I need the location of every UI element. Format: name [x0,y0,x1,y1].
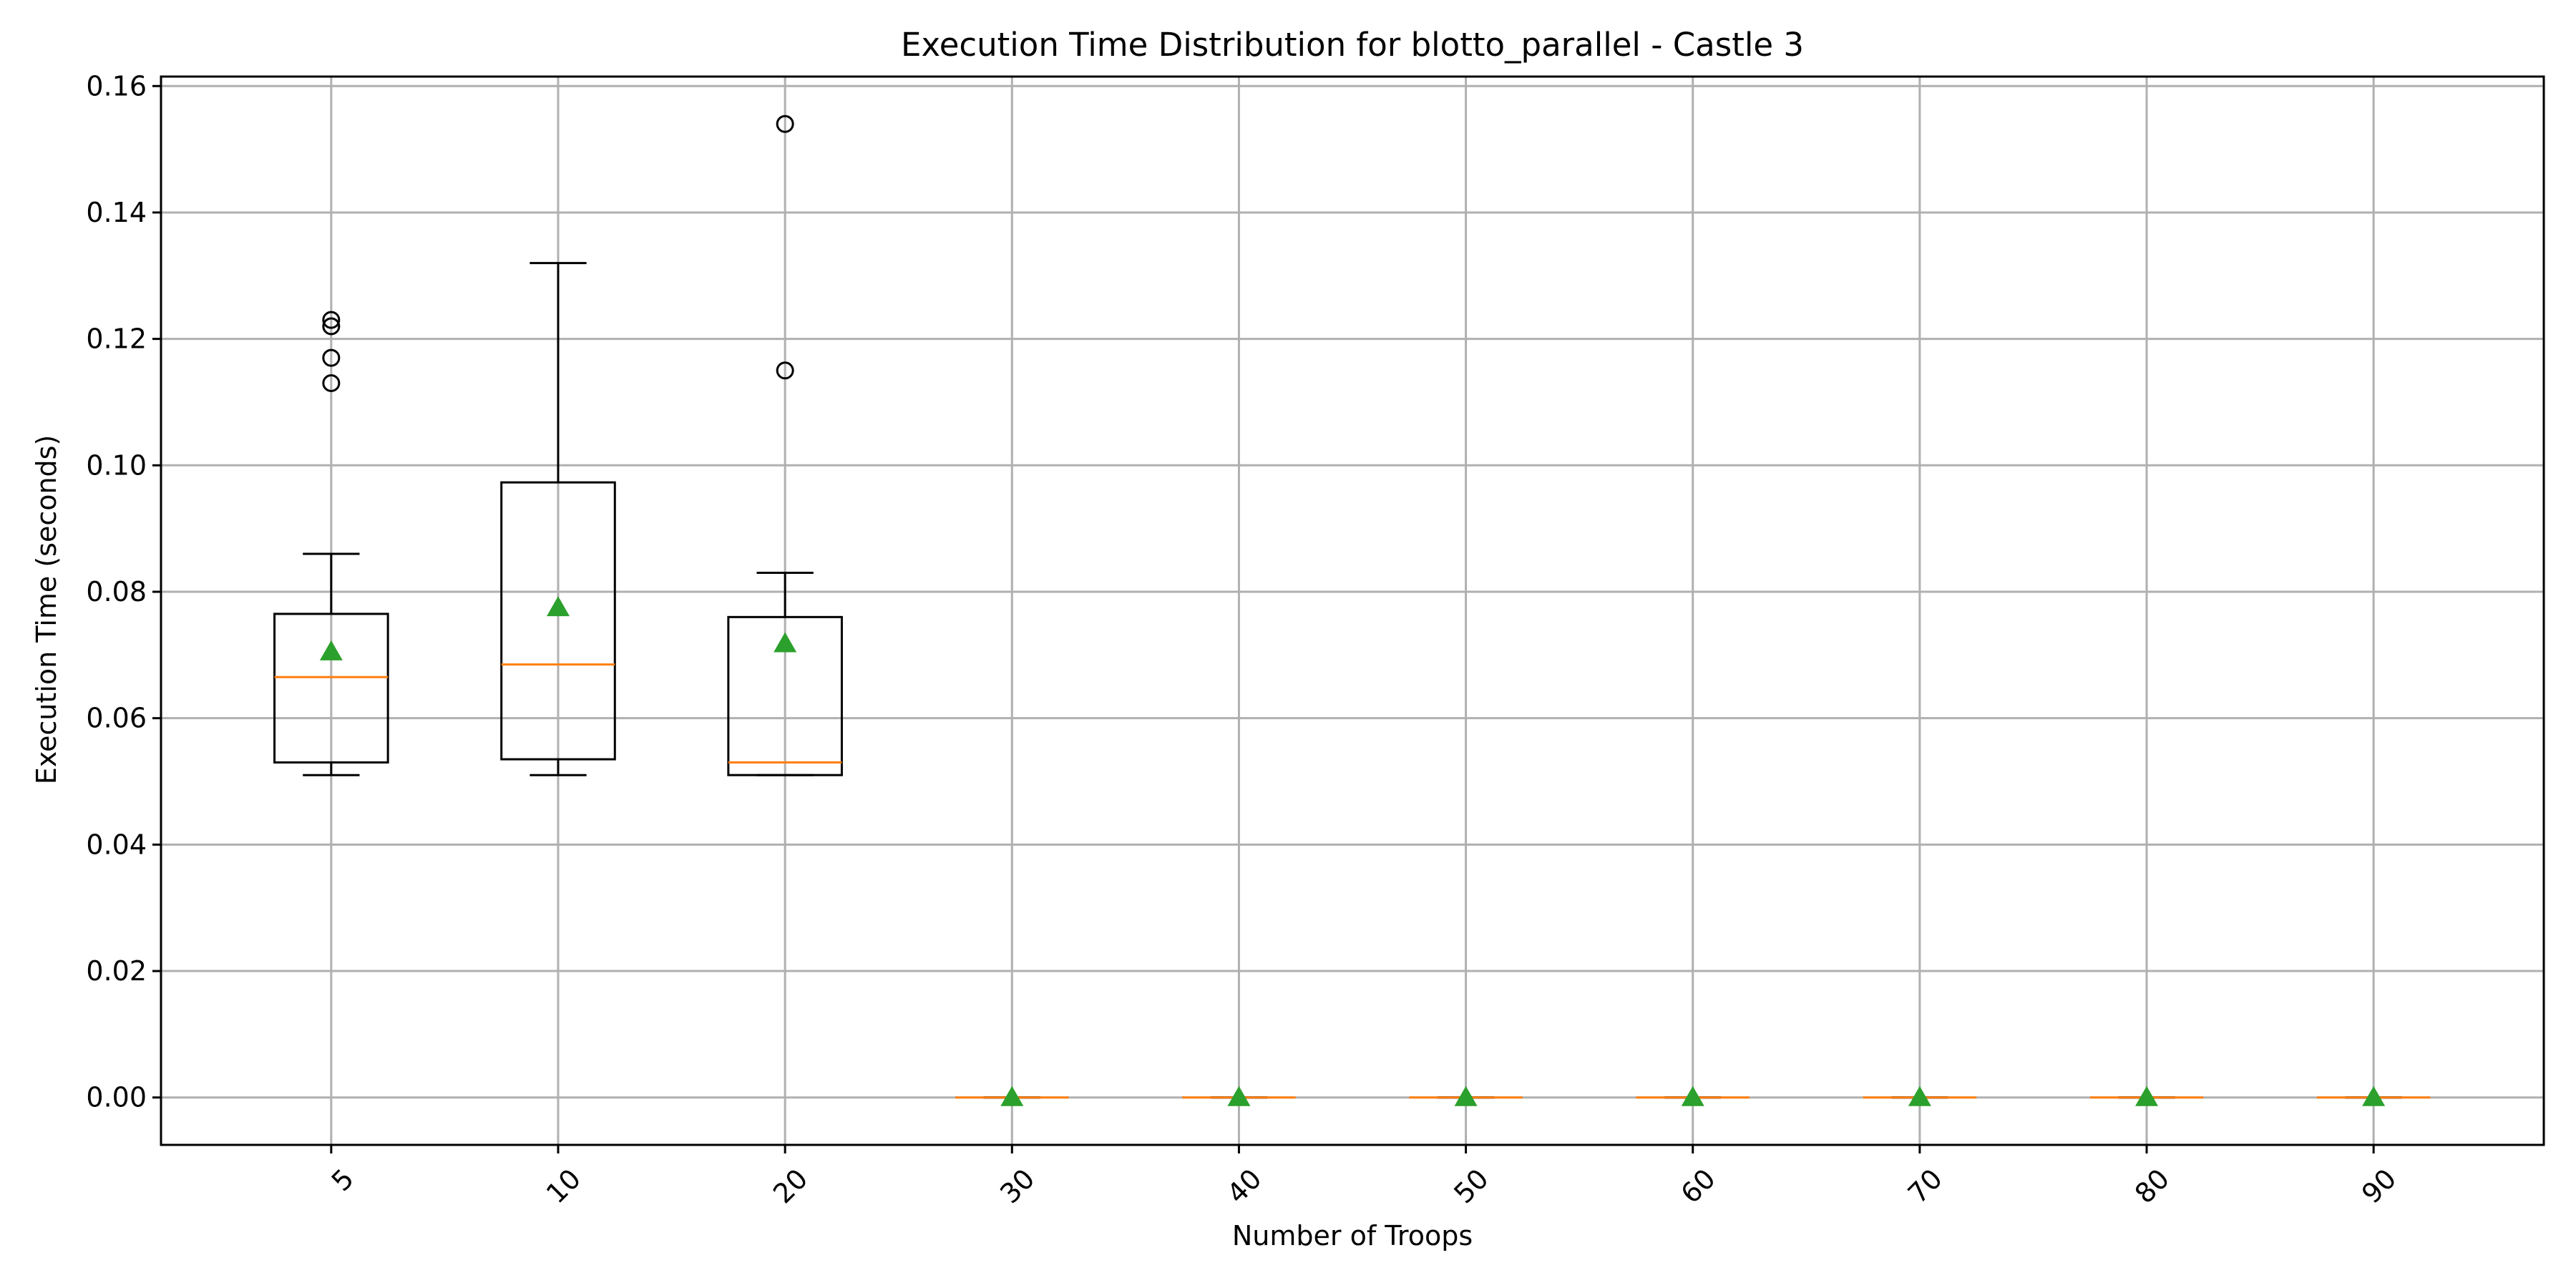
outlier-point [322,311,341,329]
box-group-70 [1863,1085,1977,1106]
mean-marker [1000,1085,1024,1106]
y-axis-label: Execution Time (seconds) [31,435,62,785]
x-tick-label: 5 [326,1163,360,1197]
mean-marker [1227,1085,1251,1106]
y-axis-ticks: 0.00 0.02 0.04 0.06 0.08 0.10 0.12 0.14 0.16 [86,70,161,1113]
plot-area-frame [160,75,2545,1146]
box-group-10 [500,262,616,776]
x-axis-ticks: 5 10 20 30 40 50 60 70 80 90 [326,1145,2402,1209]
iqr-box [500,481,616,761]
x-tick-label: 10 [540,1163,587,1209]
y-tick-label: 0.06 [86,703,147,734]
box-group-40 [1182,1085,1296,1106]
mean-marker [547,596,570,617]
box-group-30 [955,1085,1069,1106]
x-tick-label: 50 [1448,1163,1494,1209]
y-tick-label: 0.00 [86,1082,147,1113]
mean-marker [319,640,343,660]
y-tick-label: 0.12 [86,323,147,355]
iqr-box [273,613,389,764]
y-tick-label: 0.08 [86,576,147,608]
box-group-60 [1636,1085,1750,1106]
mean-marker [1454,1085,1478,1106]
boxes-layer [273,114,2431,1106]
outlier-point [322,348,341,367]
box-group-50 [1409,1085,1523,1106]
mean-marker [1681,1085,1704,1106]
chart-title: Execution Time Distribution for blotto_p… [901,26,1804,64]
x-tick-label: 70 [1902,1163,1948,1209]
outlier-point [322,374,341,392]
y-tick-label: 0.14 [86,197,147,228]
box-group-20 [727,114,843,776]
outlier-point [322,317,341,336]
mean-marker [2362,1085,2386,1106]
y-tick-label: 0.16 [86,70,147,102]
x-tick-label: 20 [767,1163,814,1209]
mean-marker [2135,1085,2158,1106]
x-tick-label: 60 [1675,1163,1722,1209]
x-tick-label: 40 [1221,1163,1267,1209]
y-tick-label: 0.10 [86,449,147,481]
x-tick-label: 80 [2129,1163,2175,1209]
mean-marker [1908,1085,1931,1106]
y-tick-label: 0.02 [86,955,147,987]
grid-lines [161,77,2544,1145]
outlier-point [776,114,794,133]
x-tick-label: 90 [2356,1163,2402,1209]
box-group-5 [273,311,389,776]
box-group-80 [2089,1085,2204,1106]
mean-marker [774,632,797,653]
box-group-90 [2316,1085,2431,1106]
x-axis-label: Number of Troops [1232,1220,1473,1252]
x-tick-label: 30 [994,1163,1040,1209]
outlier-point [776,361,794,380]
y-tick-label: 0.04 [86,829,147,860]
iqr-box [727,615,843,776]
